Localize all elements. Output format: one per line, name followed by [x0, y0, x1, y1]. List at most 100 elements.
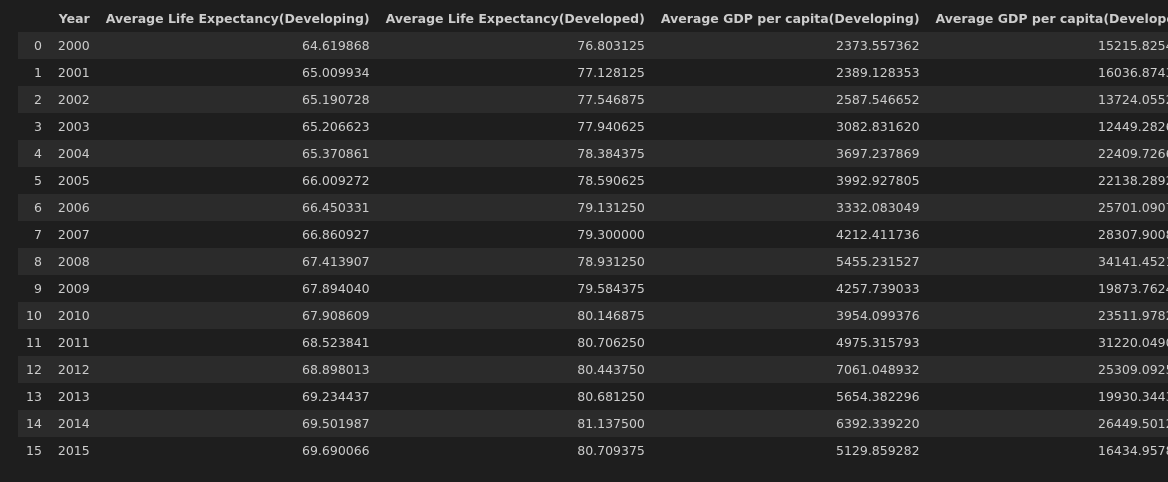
row-index: 13	[26, 389, 42, 404]
gdp-developing-cell: 4257.739033	[836, 281, 920, 296]
table-row: 1 2001 65.009934 77.128125 2389.128353 16036.…	[18, 59, 1168, 86]
gdp-developed-cell: 22409.726689	[1098, 146, 1168, 161]
row-index: 0	[33, 38, 42, 53]
row-index: 4	[33, 146, 42, 161]
year-cell: 2000	[57, 38, 90, 53]
life-expectancy-developed-cell: 80.709375	[577, 443, 645, 458]
life-expectancy-developing-header: Average Life Expectancy(Developing)	[105, 11, 370, 26]
gdp-developing-cell: 3332.083049	[836, 200, 920, 215]
life-expectancy-developing-cell: 66.860927	[302, 227, 370, 242]
table-header: Year Average Life Expectancy(Developing)…	[18, 5, 1168, 32]
gdp-developing-header: Average GDP per capita(Developing)	[660, 11, 920, 26]
life-expectancy-developing-cell: 65.009934	[302, 65, 370, 80]
gdp-developing-cell: 5455.231527	[836, 254, 920, 269]
row-index: 6	[33, 200, 42, 215]
row-index: 7	[33, 227, 42, 242]
gdp-developed-header: Average GDP per capita(Developed)	[935, 11, 1168, 26]
table-row: 8 2008 67.413907 78.931250 5455.231527 34141.…	[18, 248, 1168, 275]
life-expectancy-developing-cell: 68.523841	[302, 335, 370, 350]
life-expectancy-developing-cell: 65.370861	[302, 146, 370, 161]
row-index: 3	[33, 119, 42, 134]
gdp-developing-cell: 4975.315793	[836, 335, 920, 350]
life-expectancy-developed-cell: 80.681250	[577, 389, 645, 404]
life-expectancy-developed-cell: 80.146875	[577, 308, 645, 323]
year-cell: 2008	[57, 254, 90, 269]
gdp-developed-cell: 26449.501272	[1098, 416, 1168, 431]
gdp-developed-cell: 31220.049063	[1098, 335, 1168, 350]
year-cell: 2012	[57, 362, 90, 377]
table-row: 15 2015 69.690066 80.709375 5129.859282 16434…	[18, 437, 1168, 464]
year-cell: 2005	[57, 173, 90, 188]
gdp-developed-cell: 19873.762400	[1098, 281, 1168, 296]
year-cell: 2010	[57, 308, 90, 323]
table-row: 14 2014 69.501987 81.137500 6392.339220 26449…	[18, 410, 1168, 437]
year-cell: 2001	[57, 65, 90, 80]
year-cell: 2006	[57, 200, 90, 215]
year-cell: 2011	[57, 335, 90, 350]
gdp-developing-cell: 5654.382296	[836, 389, 920, 404]
gdp-developed-cell: 23511.978222	[1098, 308, 1168, 323]
row-index: 5	[33, 173, 42, 188]
life-expectancy-developed-cell: 76.803125	[577, 38, 645, 53]
table-row: 0 2000 64.619868 76.803125 2373.557362 15215.…	[18, 32, 1168, 59]
table-row: 6 2006 66.450331 79.131250 3332.083049 25701.…	[18, 194, 1168, 221]
year-cell: 2009	[57, 281, 90, 296]
table-row: 12 2012 68.898013 80.443750 7061.048932 25309…	[18, 356, 1168, 383]
row-index: 15	[26, 443, 42, 458]
life-expectancy-developed-cell: 78.384375	[577, 146, 645, 161]
table-row: 11 2011 68.523841 80.706250 4975.315793 31220…	[18, 329, 1168, 356]
life-expectancy-developed-cell: 77.940625	[577, 119, 645, 134]
gdp-developed-cell: 19930.344358	[1098, 389, 1168, 404]
row-index: 1	[33, 65, 42, 80]
gdp-developing-cell: 2587.546652	[836, 92, 920, 107]
gdp-developed-cell: 16434.957835	[1098, 443, 1168, 458]
year-cell: 2015	[57, 443, 90, 458]
life-expectancy-developing-cell: 65.206623	[302, 119, 370, 134]
gdp-developing-cell: 2373.557362	[836, 38, 920, 53]
table-row: 7 2007 66.860927 79.300000 4212.411736 28307.…	[18, 221, 1168, 248]
gdp-developed-cell: 28307.900841	[1098, 227, 1168, 242]
row-index: 8	[33, 254, 42, 269]
table-body: 0 2000 64.619868 76.803125 2373.557362 15215.…	[18, 32, 1168, 464]
gdp-developed-cell: 34141.452187	[1098, 254, 1168, 269]
life-expectancy-developed-cell: 78.590625	[577, 173, 645, 188]
year-cell: 2003	[57, 119, 90, 134]
year-cell: 2004	[57, 146, 90, 161]
life-expectancy-developing-cell: 67.908609	[302, 308, 370, 323]
year-cell: 2002	[57, 92, 90, 107]
life-expectancy-developed-cell: 79.300000	[577, 227, 645, 242]
gdp-developed-cell: 25309.092558	[1098, 362, 1168, 377]
life-expectancy-developed-cell: 77.128125	[577, 65, 645, 80]
life-expectancy-developed-cell: 80.443750	[577, 362, 645, 377]
gdp-developed-cell: 12449.282651	[1098, 119, 1168, 134]
life-expectancy-developed-cell: 80.706250	[577, 335, 645, 350]
life-expectancy-developing-cell: 67.894040	[302, 281, 370, 296]
table-row: 13 2013 69.234437 80.681250 5654.382296 19930…	[18, 383, 1168, 410]
life-expectancy-developing-cell: 69.501987	[302, 416, 370, 431]
life-expectancy-developing-cell: 65.190728	[302, 92, 370, 107]
gdp-developing-cell: 3082.831620	[836, 119, 920, 134]
gdp-developed-cell: 15215.825425	[1098, 38, 1168, 53]
row-index: 10	[26, 308, 42, 323]
table-row: 3 2003 65.206623 77.940625 3082.831620 12449.…	[18, 113, 1168, 140]
row-index: 9	[33, 281, 42, 296]
year-cell: 2014	[57, 416, 90, 431]
table-row: 4 2004 65.370861 78.384375 3697.237869 22409.…	[18, 140, 1168, 167]
row-index: 14	[26, 416, 42, 431]
index-header	[18, 5, 50, 32]
life-expectancy-developing-cell: 69.234437	[302, 389, 370, 404]
gdp-developing-cell: 3992.927805	[836, 173, 920, 188]
year-cell: 2013	[57, 389, 90, 404]
table-row: 5 2005 66.009272 78.590625 3992.927805 22138.…	[18, 167, 1168, 194]
row-index: 2	[33, 92, 42, 107]
gdp-developing-cell: 5129.859282	[836, 443, 920, 458]
row-index: 11	[26, 335, 42, 350]
gdp-developed-cell: 16036.874398	[1098, 65, 1168, 80]
life-expectancy-developing-cell: 67.413907	[302, 254, 370, 269]
gdp-developing-cell: 7061.048932	[836, 362, 920, 377]
dataframe-table: Year Average Life Expectancy(Developing)…	[18, 5, 1168, 464]
gdp-developing-cell: 2389.128353	[836, 65, 920, 80]
table-row: 10 2010 67.908609 80.146875 3954.099376 23511…	[18, 302, 1168, 329]
gdp-developed-cell: 22138.289277	[1098, 173, 1168, 188]
year-header: Year	[58, 11, 90, 26]
